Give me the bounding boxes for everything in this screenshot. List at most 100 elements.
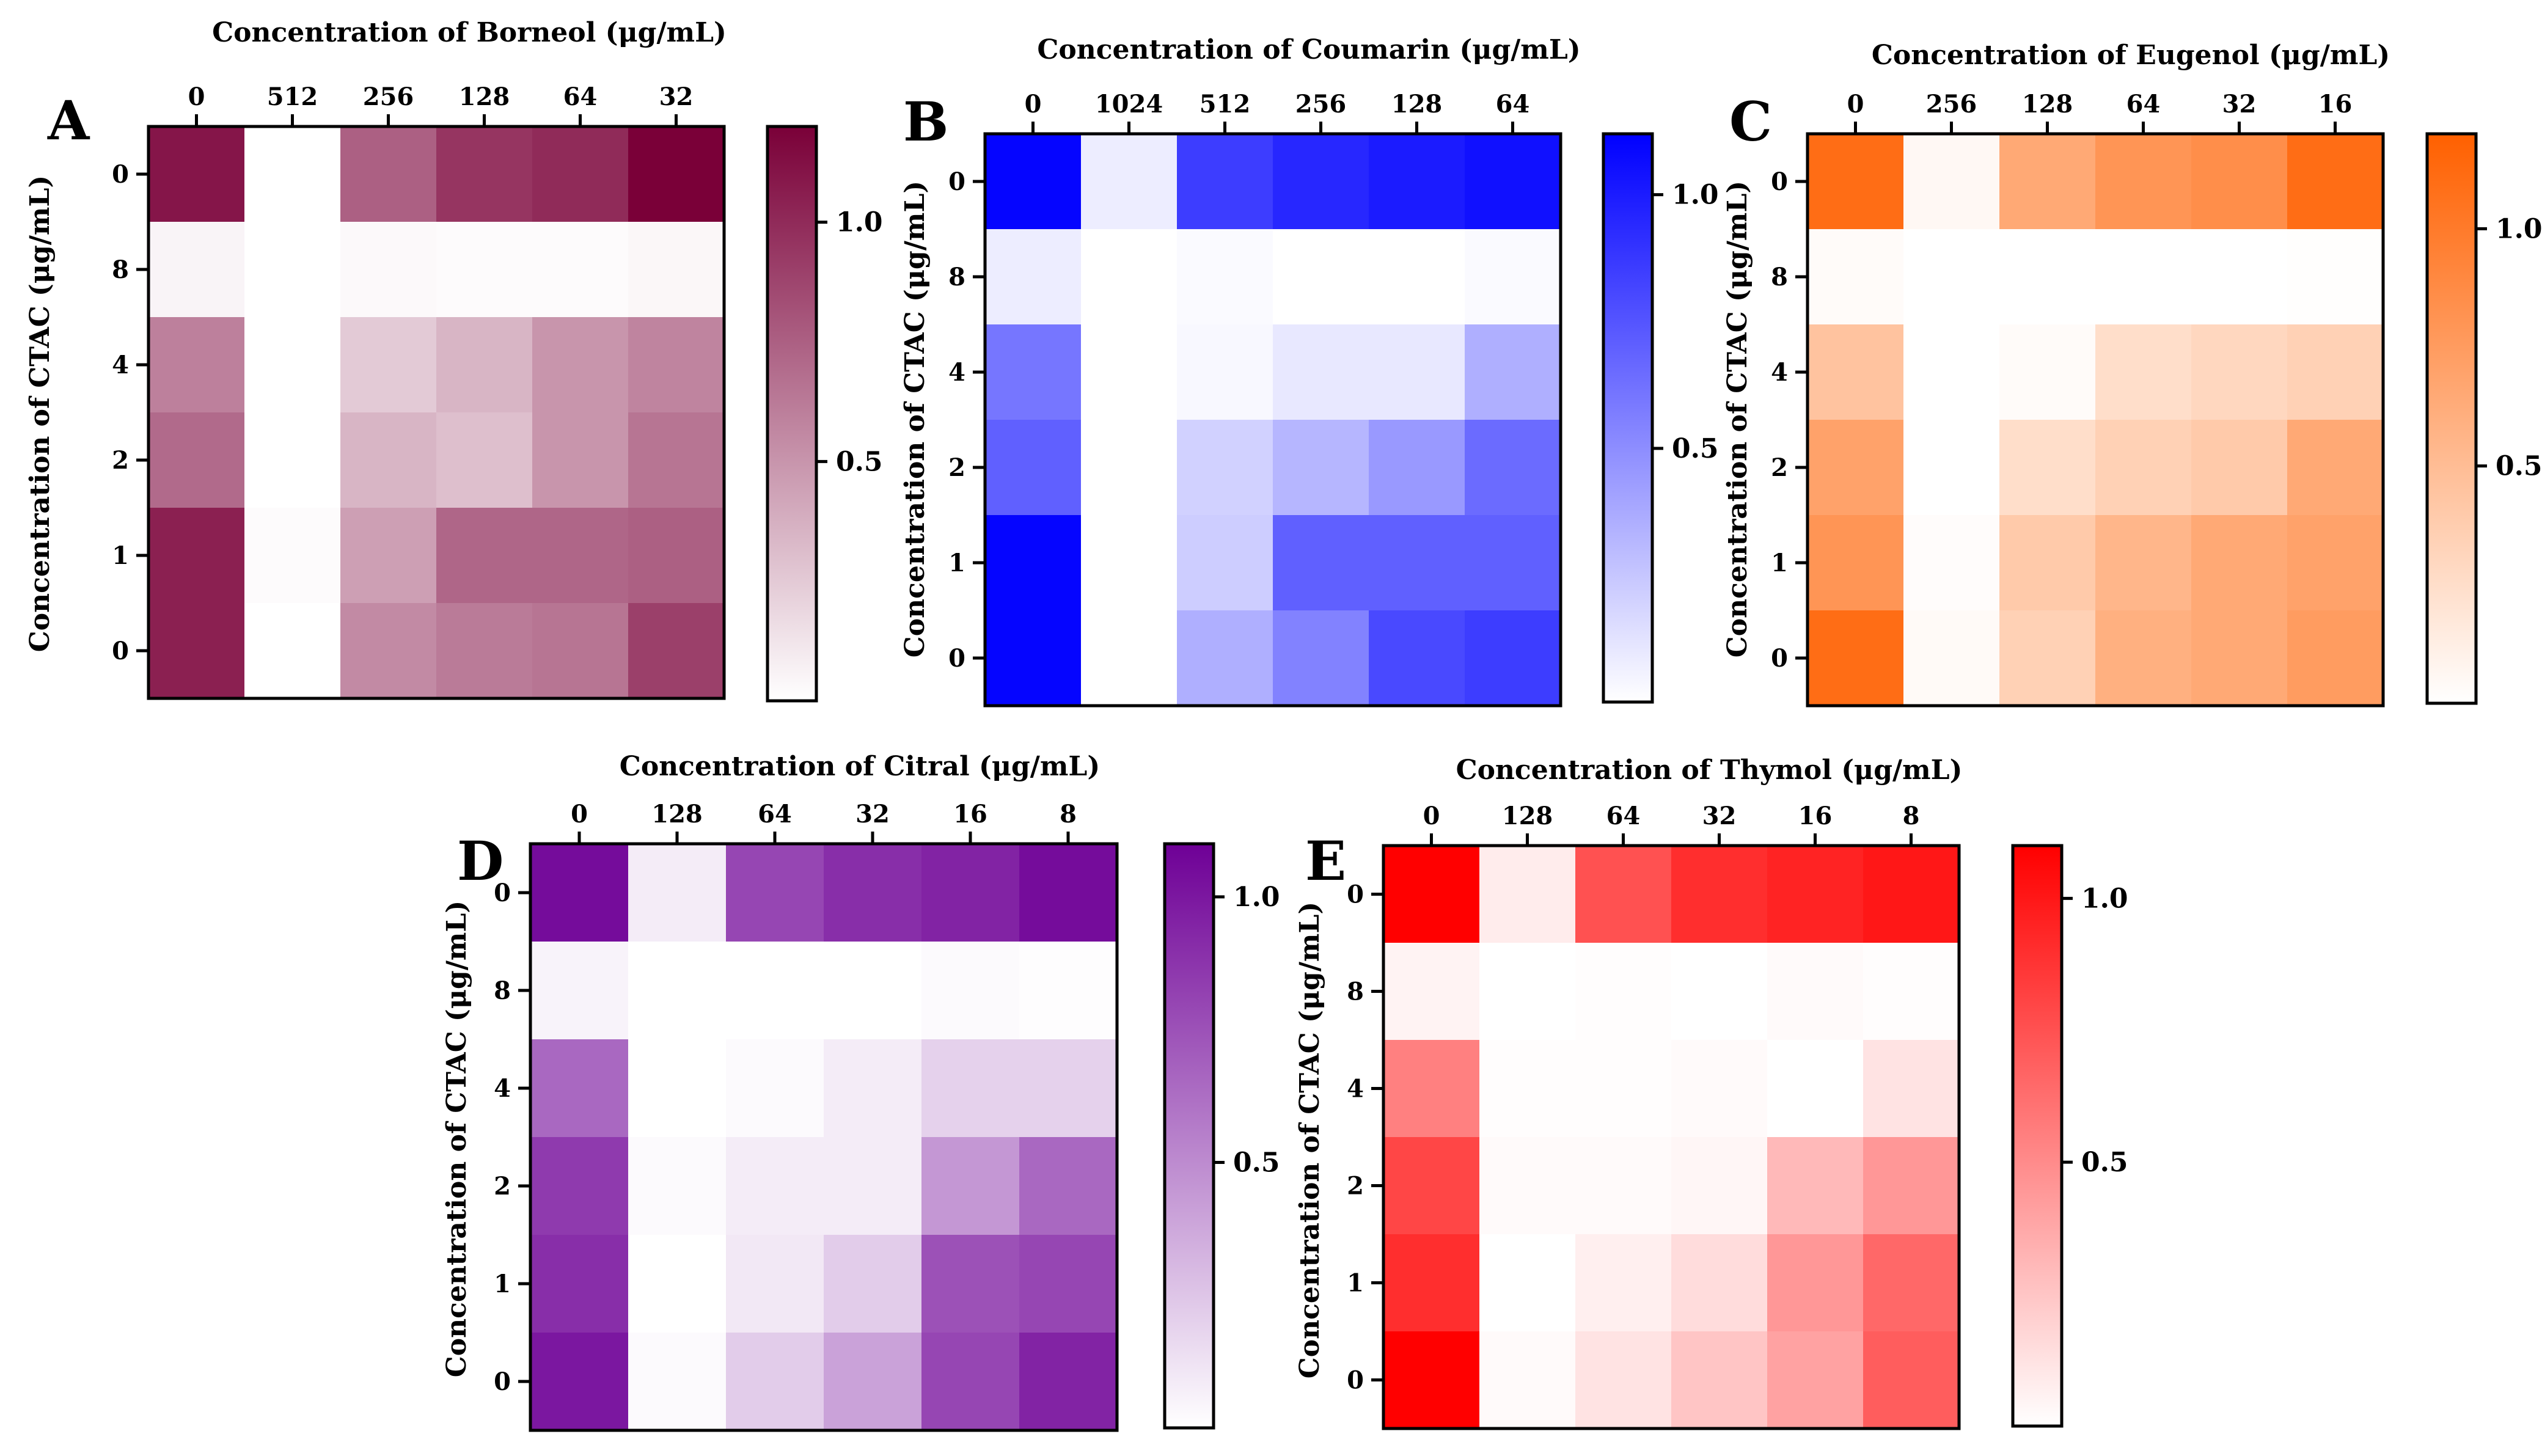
heatmap-cell <box>530 1235 629 1333</box>
x-tick-label: 0 <box>1423 802 1440 830</box>
heatmap-cell <box>148 412 245 508</box>
heatmap-cell <box>2095 610 2192 706</box>
chart-title: Concentration of Citral (μg/mL) <box>620 751 1100 782</box>
heatmap-cell <box>1383 1234 1480 1332</box>
colorbar-gradient <box>2011 844 2064 1428</box>
heatmap-cell <box>2095 515 2192 611</box>
heatmap-cell <box>628 1137 727 1235</box>
colorbar-tick-label: 0.5 <box>836 446 883 477</box>
panel-letter: E <box>1305 829 1346 893</box>
y-tick-label: 0 <box>112 637 129 665</box>
x-tick-label: 32 <box>1702 802 1737 830</box>
heatmap-cell <box>628 942 727 1040</box>
heatmap-cell <box>1019 1137 1118 1235</box>
heatmap-cell <box>921 1039 1020 1138</box>
heatmap-cell <box>1575 943 1672 1041</box>
chart-title: Concentration of Eugenol (μg/mL) <box>1872 40 2390 71</box>
heatmap-cell <box>628 222 725 318</box>
heatmap-cell <box>726 1039 824 1138</box>
heatmap-cell <box>530 942 629 1040</box>
heatmap-cell <box>628 1333 727 1431</box>
heatmap-cell <box>2191 610 2288 706</box>
heatmap-cell <box>340 317 437 413</box>
heatmap-cells <box>985 134 1561 706</box>
plot-frame <box>1806 132 2385 708</box>
heatmap-cell <box>985 420 1082 516</box>
heatmap-cell <box>1369 420 1465 516</box>
x-tick-label: 128 <box>1502 802 1553 830</box>
heatmap-cell <box>436 222 533 318</box>
colorbar-tick-label: 1.0 <box>1233 882 1280 913</box>
heatmap-cell <box>1081 229 1178 325</box>
heatmap-cell <box>532 222 629 318</box>
heatmap-cell <box>1081 324 1178 420</box>
heatmap-cell <box>1369 610 1465 706</box>
heatmap-cell <box>726 1235 824 1333</box>
y-tick-label: 2 <box>494 1172 511 1201</box>
y-tick-label: 0 <box>948 644 965 673</box>
heatmap-cell <box>1863 1137 1960 1235</box>
heatmap-cell <box>1479 1137 1576 1235</box>
x-tick-label: 64 <box>1606 802 1641 830</box>
plot-frame <box>529 842 1119 1432</box>
y-tick-label: 1 <box>1771 549 1788 577</box>
heatmap-cell <box>1383 943 1480 1041</box>
y-tick-label: 8 <box>948 263 965 291</box>
y-tick-label: 4 <box>112 351 129 379</box>
heatmap-cell <box>1671 1040 1768 1138</box>
heatmap-cell <box>921 942 1020 1040</box>
heatmap-cell <box>1999 515 2096 611</box>
heatmap-cell <box>1999 610 2096 706</box>
heatmap-cell <box>532 603 629 699</box>
heatmap-cell <box>1863 1040 1960 1138</box>
heatmap-cell <box>1767 1234 1864 1332</box>
heatmap-cell <box>726 844 824 942</box>
heatmap-cell <box>530 1039 629 1138</box>
heatmap-cell <box>1273 134 1369 230</box>
x-tick-label: 0 <box>1847 90 1864 119</box>
heatmap-cell <box>1369 229 1465 325</box>
heatmap-cell <box>628 508 725 604</box>
heatmap-cell <box>2095 134 2192 230</box>
heatmap-cell <box>1177 515 1273 611</box>
y-tick-label: 0 <box>948 167 965 196</box>
heatmap-cell <box>1019 1235 1118 1333</box>
y-axis-label: Concentration of CTAC (μg/mL) <box>441 901 472 1377</box>
heatmap-cell <box>1999 229 2096 325</box>
heatmap-cell <box>1019 844 1118 942</box>
heatmap-cell <box>1383 846 1480 943</box>
x-tick-label: 0 <box>571 800 588 829</box>
heatmap-cell <box>628 603 725 699</box>
y-tick-label: 1 <box>112 541 129 570</box>
colorbar-tick-label: 1.0 <box>2496 213 2542 244</box>
heatmap-cell <box>1383 1040 1480 1138</box>
heatmap-cell <box>244 222 341 318</box>
heatmap-cell <box>1465 134 1561 230</box>
x-tick-label: 64 <box>2126 90 2161 119</box>
heatmap-cell <box>436 126 533 222</box>
heatmap-cell <box>244 317 341 413</box>
heatmap-cell <box>1808 515 1904 611</box>
heatmap-cell <box>1903 134 2000 230</box>
heatmap-cell <box>1767 846 1864 943</box>
heatmap-cell <box>1767 1331 1864 1429</box>
colorbar-tick-label: 0.5 <box>2081 1147 2128 1178</box>
heatmap-cell <box>1903 324 2000 420</box>
panel-letter: A <box>47 89 90 152</box>
heatmap-cell <box>1575 1234 1672 1332</box>
chart-title: Concentration of Coumarin (μg/mL) <box>1037 34 1580 65</box>
heatmap-cell <box>1369 324 1465 420</box>
colorbar: 1.0 0.5 <box>1163 842 1280 1430</box>
heatmap-cell <box>244 603 341 699</box>
heatmap-cell <box>1671 1331 1768 1429</box>
colorbar-tick-label: 1.0 <box>1672 180 1719 211</box>
heatmap-cell <box>2191 134 2288 230</box>
y-tick-label: 2 <box>1771 453 1788 482</box>
x-tick-label: 32 <box>659 82 694 111</box>
heatmap-cell <box>148 317 245 413</box>
heatmap-cell <box>1863 1331 1960 1429</box>
heatmap-cell <box>1808 324 1904 420</box>
x-tick-label: 256 <box>1295 90 1347 119</box>
x-tick-label: 256 <box>1926 90 1977 119</box>
x-tick-label: 32 <box>2222 90 2257 119</box>
